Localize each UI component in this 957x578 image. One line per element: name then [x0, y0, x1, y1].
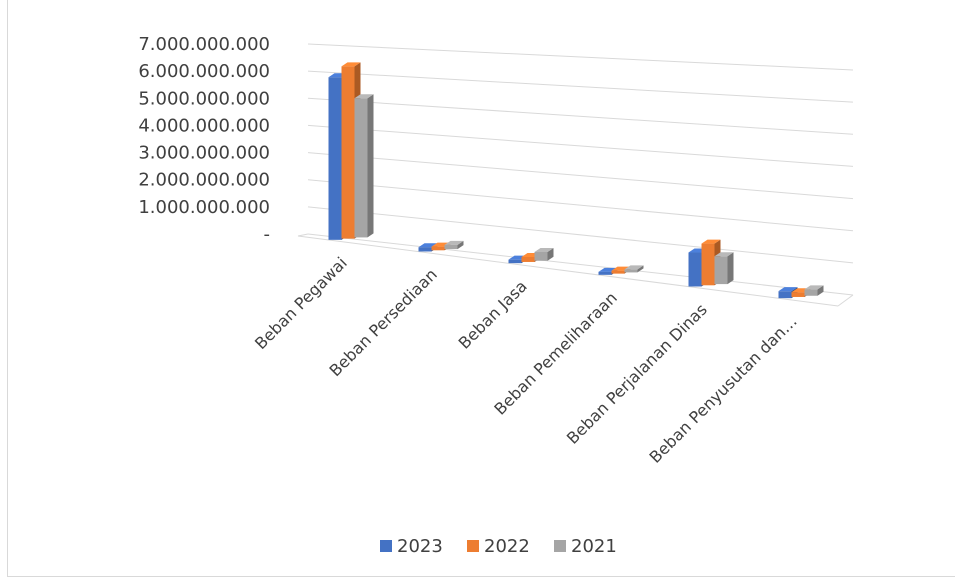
y-tick-label: 6.000.000.000 — [138, 61, 270, 82]
legend-swatch — [467, 540, 479, 552]
bar-side — [817, 285, 824, 296]
bar-front — [598, 271, 612, 275]
gridline — [307, 206, 854, 264]
bar-top — [354, 94, 374, 99]
y-tick-label: 4.000.000.000 — [138, 115, 270, 136]
gridline — [307, 124, 854, 167]
bar-2021 — [624, 265, 644, 273]
category-label: Beban Jasa — [455, 277, 531, 353]
y-tick-label: 7.000.000.000 — [138, 34, 270, 55]
gridline — [307, 97, 854, 135]
y-tick-label: 2.000.000.000 — [138, 170, 270, 191]
bar-top — [341, 62, 361, 67]
y-tick-label: - — [264, 224, 271, 245]
bar-front — [341, 66, 355, 239]
bar-front — [688, 252, 702, 287]
bar-top — [778, 287, 798, 292]
bars — [328, 62, 824, 299]
legend-label: 2023 — [397, 536, 443, 557]
bar-side — [457, 240, 464, 250]
legend-swatch — [380, 540, 392, 552]
y-tick-label: 3.000.000.000 — [138, 143, 270, 164]
bar-front — [791, 292, 805, 297]
gridline — [307, 70, 854, 103]
floor-edge — [837, 294, 854, 307]
bar-front — [354, 98, 368, 238]
chart-frame: - 1.000.000.000 2.000.000.000 3.000.000.000… — [7, 0, 955, 577]
bar-front — [714, 256, 728, 285]
y-tick-label: 1.000.000.000 — [138, 197, 270, 218]
chart-svg: - 1.000.000.000 2.000.000.000 3.000.000.000… — [138, 34, 854, 557]
gridlines — [297, 43, 854, 307]
gridline — [307, 179, 854, 232]
bar-front — [431, 246, 445, 251]
bar-front — [521, 256, 535, 262]
y-axis-ticks: - 1.000.000.000 2.000.000.000 3.000.000.000… — [138, 34, 270, 245]
bar-side — [727, 252, 734, 285]
bar-front — [804, 289, 818, 296]
gridline — [307, 152, 854, 200]
bar-front — [778, 291, 792, 299]
legend-label: 2021 — [571, 536, 617, 557]
bar-2021 — [714, 252, 734, 285]
bar-top — [444, 240, 464, 245]
legend-item-2023: 2023 — [380, 536, 443, 557]
legend-label: 2022 — [484, 536, 530, 557]
bar-top — [534, 247, 554, 252]
bar-front — [418, 247, 432, 252]
gridline — [307, 233, 854, 296]
category-label: Beban Pegawai — [251, 253, 351, 353]
bar-top — [804, 285, 824, 290]
bar-side — [547, 247, 554, 261]
bar-side — [637, 265, 644, 273]
legend-item-2022: 2022 — [467, 536, 530, 557]
bar-2021 — [804, 285, 824, 296]
bar-front — [534, 251, 548, 261]
legend: 2023 2022 2021 — [380, 536, 617, 557]
floor-edge — [297, 233, 309, 237]
y-tick-label: 5.000.000.000 — [138, 88, 270, 109]
bar-top — [714, 252, 734, 257]
bar-2021 — [444, 240, 464, 250]
bar-front — [701, 243, 715, 286]
bar-2021 — [354, 94, 374, 238]
legend-swatch — [554, 540, 566, 552]
bar-front — [508, 259, 522, 264]
bar-top — [624, 265, 644, 270]
bar-front — [624, 269, 638, 273]
category-label: Beban Persediaan — [326, 265, 441, 380]
gridline — [307, 43, 854, 71]
bar-2021 — [534, 247, 554, 261]
bar-front — [444, 244, 458, 250]
bar-front — [328, 77, 342, 240]
bar-front — [611, 270, 625, 274]
floor-edge — [297, 235, 839, 307]
bar-top — [701, 239, 721, 244]
legend-item-2021: 2021 — [554, 536, 617, 557]
bar-side — [367, 94, 374, 238]
